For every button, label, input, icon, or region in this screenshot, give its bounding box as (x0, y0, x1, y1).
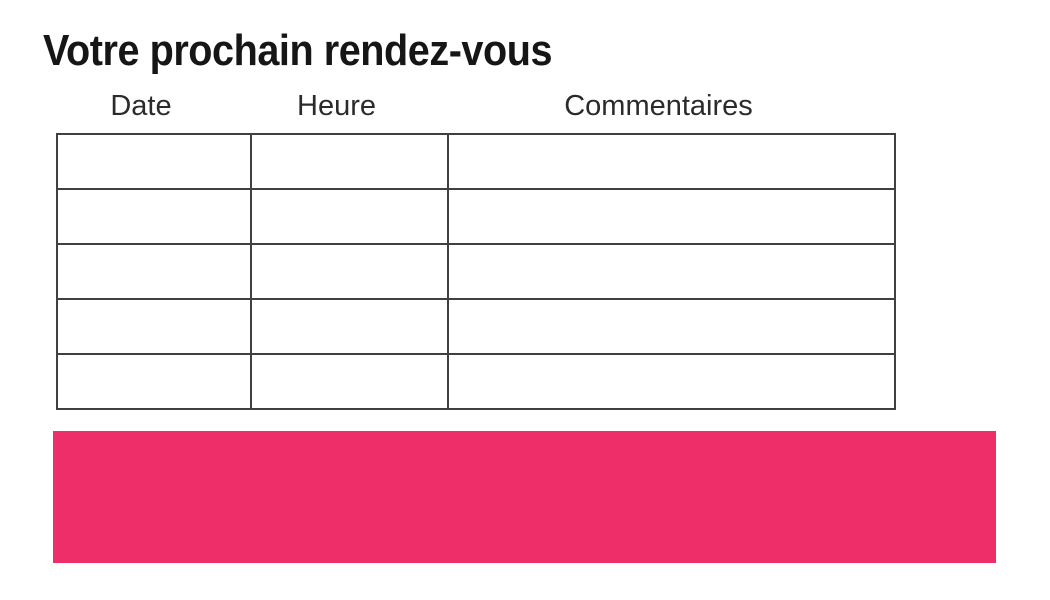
table-header-row: Date Heure Commentaires (44, 90, 882, 123)
table-cell (56, 133, 252, 190)
appointments-table-body (56, 133, 896, 410)
accent-banner (53, 431, 996, 563)
table-cell (447, 188, 896, 245)
table-cell (56, 188, 252, 245)
table-cell (56, 298, 252, 355)
column-header-heure: Heure (297, 90, 376, 122)
appointments-table (56, 133, 896, 410)
table-cell (250, 133, 449, 190)
table-row (56, 133, 896, 190)
table-row (56, 298, 896, 355)
table-cell (56, 243, 252, 300)
table-cell (447, 353, 896, 410)
page-title: Votre prochain rendez-vous (43, 26, 553, 75)
table-cell (250, 188, 449, 245)
table-cell (250, 298, 449, 355)
table-cell (447, 243, 896, 300)
table-cell (250, 243, 449, 300)
table-cell (250, 353, 449, 410)
table-row (56, 188, 896, 245)
table-cell (56, 353, 252, 410)
table-row (56, 243, 896, 300)
table-cell (447, 133, 896, 190)
table-row (56, 353, 896, 410)
table-cell (447, 298, 896, 355)
column-header-date: Date (110, 90, 172, 122)
column-header-commentaires: Commentaires (564, 90, 753, 122)
